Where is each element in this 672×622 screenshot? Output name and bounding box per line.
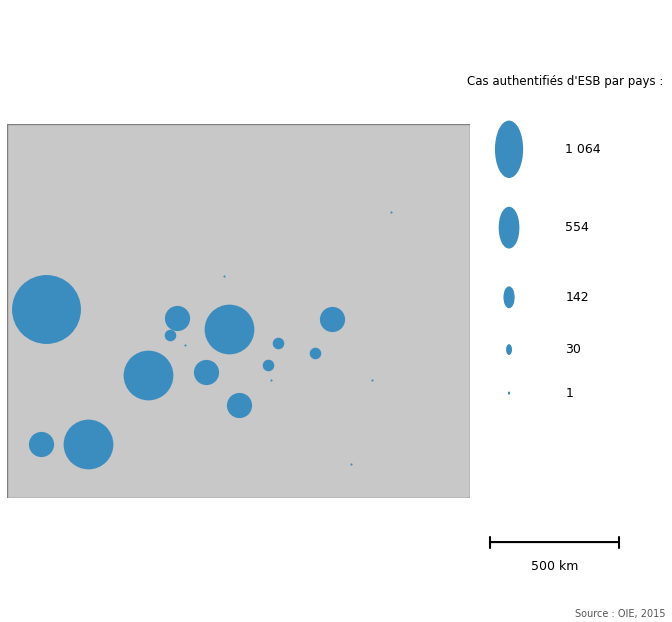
Circle shape — [507, 345, 511, 355]
Point — [233, 400, 244, 410]
Text: Source : OIE, 2015: Source : OIE, 2015 — [575, 609, 665, 619]
Point — [36, 439, 46, 449]
Point — [265, 375, 276, 385]
Point — [218, 271, 229, 281]
Circle shape — [496, 121, 522, 177]
Text: 142: 142 — [565, 291, 589, 304]
Point — [164, 330, 175, 340]
Text: 500 km: 500 km — [531, 560, 578, 573]
Point — [172, 313, 183, 323]
Point — [386, 207, 397, 217]
Point — [41, 304, 52, 314]
FancyBboxPatch shape — [7, 124, 470, 498]
Point — [180, 340, 191, 350]
Point — [263, 360, 274, 370]
Text: 1 064: 1 064 — [565, 143, 601, 156]
Text: 30: 30 — [565, 343, 581, 356]
Point — [327, 314, 337, 324]
Point — [366, 375, 377, 385]
Point — [201, 367, 212, 377]
Point — [142, 370, 153, 380]
Circle shape — [499, 208, 519, 248]
Point — [223, 324, 234, 334]
Circle shape — [504, 287, 514, 307]
Point — [309, 348, 320, 358]
Text: Cas authentifiés d'ESB par pays :: Cas authentifiés d'ESB par pays : — [468, 75, 664, 88]
Text: 554: 554 — [565, 221, 589, 234]
Point — [345, 459, 356, 469]
Text: 1: 1 — [565, 387, 573, 399]
Point — [273, 338, 284, 348]
Point — [82, 439, 93, 449]
